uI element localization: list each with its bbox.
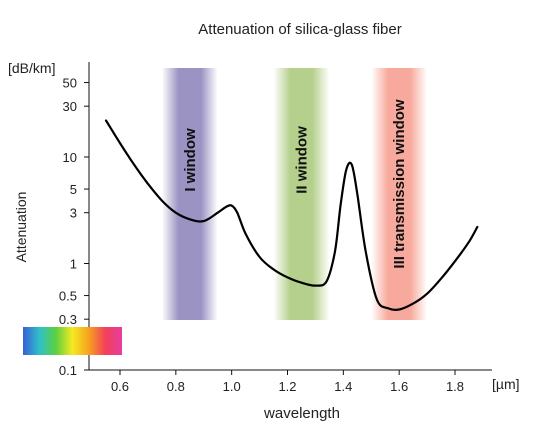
x-tick-label: 1.0 bbox=[223, 379, 241, 394]
x-tick-label: 1.2 bbox=[278, 379, 296, 394]
x-tick-label: 1.6 bbox=[390, 379, 408, 394]
y-tick-label: 5 bbox=[70, 182, 77, 197]
y-tick-label: 0.5 bbox=[59, 289, 77, 304]
band-label-1: I window bbox=[182, 128, 199, 192]
chart-title: Attenuation of silica-glass fiber bbox=[198, 21, 401, 38]
band-label-2: II window bbox=[293, 126, 310, 194]
attenuation-curve bbox=[104, 119, 479, 311]
x-axis-label: wavelength bbox=[263, 405, 340, 422]
series bbox=[104, 119, 479, 311]
x-tick-label: 0.8 bbox=[167, 379, 185, 394]
band-labels: I window II window III transmission window bbox=[182, 99, 408, 269]
y-ticks: 0.1 0.3 0.5 1 3 5 10 30 50 bbox=[59, 76, 89, 378]
y-axis-label: Attenuation bbox=[13, 192, 29, 263]
spectrum-strip bbox=[23, 327, 122, 355]
band-2 bbox=[273, 68, 330, 320]
y-tick-label: 50 bbox=[63, 76, 77, 91]
band-1 bbox=[161, 68, 218, 320]
y-tick-label: 1 bbox=[70, 257, 77, 272]
x-ticks: 0.6 0.8 1.0 1.2 1.4 1.6 1.8 bbox=[111, 370, 464, 394]
transmission-bands bbox=[161, 68, 428, 320]
band-3 bbox=[371, 68, 428, 320]
x-tick-label: 0.6 bbox=[111, 379, 129, 394]
band-label-3: III transmission window bbox=[391, 99, 408, 269]
x-tick-label: 1.8 bbox=[446, 379, 464, 394]
y-axis-unit: [dB/km] bbox=[8, 60, 55, 76]
y-tick-label: 30 bbox=[63, 99, 77, 114]
y-tick-label: 0.3 bbox=[59, 312, 77, 327]
x-axis-unit: [µm] bbox=[492, 376, 520, 392]
y-tick-label: 3 bbox=[70, 206, 77, 221]
y-tick-label: 10 bbox=[63, 150, 77, 165]
y-tick-label: 0.1 bbox=[59, 363, 77, 378]
axes bbox=[88, 62, 492, 371]
x-tick-label: 1.4 bbox=[334, 379, 352, 394]
